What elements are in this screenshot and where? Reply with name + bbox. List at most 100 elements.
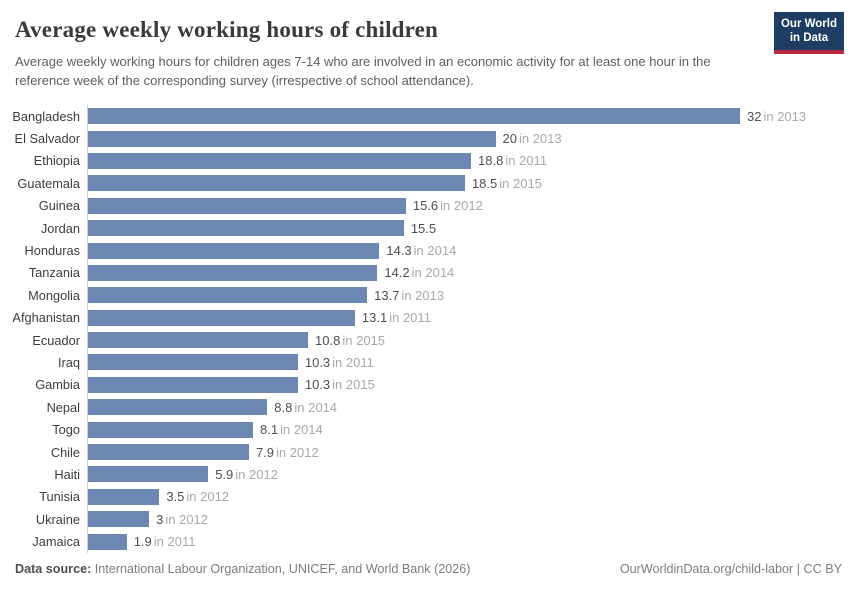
value-number: 13.1 — [361, 310, 388, 326]
value-label: 13.7 in 2013 — [374, 288, 444, 303]
value-label: 20 in 2013 — [503, 131, 562, 146]
country-label[interactable]: Haiti — [54, 466, 80, 482]
data-source: Data source: International Labour Organi… — [15, 562, 470, 576]
bar-area: 10.3 in 2015 — [87, 373, 850, 397]
bar-area: 15.6 in 2012 — [87, 194, 850, 217]
chart-row: El Salvador 20 in 2013 — [0, 127, 850, 150]
bar[interactable] — [88, 220, 404, 237]
bar[interactable] — [88, 488, 160, 505]
value-label: 32 in 2013 — [747, 109, 806, 124]
value-label: 18.5 in 2015 — [472, 176, 542, 191]
country-label[interactable]: Gambia — [35, 377, 80, 393]
value-number: 10.3 — [304, 377, 331, 393]
bar[interactable] — [88, 287, 368, 304]
bar-area: 14.2 in 2014 — [87, 261, 850, 285]
value-number: 8.8 — [274, 399, 293, 415]
bar-area: 13.1 in 2011 — [87, 306, 850, 329]
bar-area: 10.8 in 2015 — [87, 328, 850, 352]
bar[interactable] — [88, 309, 355, 326]
country-label[interactable]: El Salvador — [14, 131, 80, 147]
value-year: in 2015 — [499, 175, 542, 191]
bar[interactable] — [88, 533, 127, 550]
value-year: in 2014 — [294, 399, 338, 415]
value-year: in 2013 — [518, 131, 562, 147]
owid-link[interactable]: OurWorldinData.org/child-labor — [619, 561, 794, 576]
bar[interactable] — [88, 242, 380, 259]
country-label[interactable]: Togo — [52, 422, 80, 438]
country-label[interactable]: Guinea — [38, 198, 80, 214]
country-label[interactable]: Tunisia — [39, 489, 80, 505]
value-year: in 2013 — [401, 287, 445, 303]
bar[interactable] — [88, 197, 406, 214]
chart-row: Ecuador 10.8 in 2015 — [0, 328, 850, 352]
bar[interactable] — [88, 108, 740, 125]
license-badge[interactable]: CC BY — [803, 561, 843, 576]
country-label[interactable]: Jordan — [40, 220, 80, 236]
bar[interactable] — [88, 511, 150, 528]
chart-row: Gambia 10.3 in 2015 — [0, 373, 850, 397]
chart-row: Jamaica 1.9 in 2011 — [0, 530, 850, 553]
country-label[interactable]: Iraq — [57, 354, 80, 370]
value-label: 14.2 in 2014 — [384, 265, 454, 280]
bar[interactable] — [88, 332, 309, 349]
country-label[interactable]: Guatemala — [17, 175, 80, 191]
value-year: in 2011 — [332, 354, 374, 370]
value-number: 10.8 — [315, 332, 341, 348]
chart-row: Afghanistan 13.1 in 2011 — [0, 306, 850, 329]
country-label[interactable]: Mongolia — [28, 287, 80, 303]
country-label[interactable]: Chile — [50, 444, 80, 460]
chart-row: Haiti 5.9 in 2012 — [0, 463, 850, 486]
chart-row: Ukraine 3 in 2012 — [0, 508, 850, 531]
country-label[interactable]: Ecuador — [32, 332, 80, 348]
country-label[interactable]: Ethiopia — [33, 153, 80, 169]
bar-area: 7.9 in 2012 — [87, 440, 850, 464]
bar-area: 3.5 in 2012 — [87, 485, 850, 509]
owid-logo[interactable]: Our World in Data — [773, 12, 844, 54]
value-year: in 2012 — [165, 511, 209, 527]
bar[interactable] — [88, 264, 378, 281]
value-number: 8.1 — [260, 422, 279, 438]
bar-area: 15.5 — [87, 216, 850, 240]
value-label: 8.1 in 2014 — [260, 422, 323, 437]
value-number: 18.8 — [478, 153, 504, 169]
chart-row: Chile 7.9 in 2012 — [0, 440, 850, 464]
country-label[interactable]: Tanzania — [28, 265, 80, 281]
bar-area: 8.1 in 2014 — [87, 418, 850, 441]
country-label[interactable]: Bangladesh — [12, 108, 80, 124]
footer-divider: | — [796, 561, 800, 576]
bar[interactable] — [88, 421, 254, 438]
bar[interactable] — [88, 376, 298, 393]
owid-logo-line2: in Data — [789, 31, 829, 44]
bar[interactable] — [88, 444, 249, 461]
value-number: 14.2 — [384, 265, 410, 281]
bar[interactable] — [88, 175, 465, 192]
value-number: 20 — [502, 131, 517, 147]
value-number: 1.9 — [133, 534, 152, 550]
country-label[interactable]: Nepal — [46, 399, 80, 415]
value-label: 13.1 in 2011 — [362, 310, 431, 325]
bar-area: 18.8 in 2011 — [87, 149, 850, 173]
data-source-text: International Labour Organization, UNICE… — [94, 561, 471, 576]
value-number: 7.9 — [255, 444, 275, 460]
country-label[interactable]: Honduras — [24, 243, 81, 259]
bar[interactable] — [88, 130, 496, 147]
value-label: 10.3 in 2015 — [305, 377, 375, 392]
country-label[interactable]: Jamaica — [32, 534, 80, 550]
value-number: 10.3 — [304, 354, 331, 370]
bar[interactable] — [88, 354, 298, 371]
value-label: 7.9 in 2012 — [256, 445, 319, 460]
bar-chart-rows: Bangladesh 32 in 2013 El Salvador 20 in 2013 E… — [0, 105, 850, 553]
value-number: 3.5 — [166, 489, 185, 505]
value-label: 3.5 in 2012 — [166, 489, 229, 504]
bar[interactable] — [88, 466, 209, 483]
bar-area: 32 in 2013 — [87, 105, 850, 128]
value-label: 3 in 2012 — [156, 512, 208, 527]
bar-area: 8.8 in 2014 — [87, 396, 850, 419]
bar[interactable] — [88, 399, 268, 416]
value-year: in 2014 — [411, 265, 455, 281]
country-label[interactable]: Ukraine — [35, 511, 80, 527]
country-label[interactable]: Afghanistan — [12, 310, 80, 326]
bar[interactable] — [88, 152, 472, 169]
value-year: in 2011 — [505, 153, 548, 169]
